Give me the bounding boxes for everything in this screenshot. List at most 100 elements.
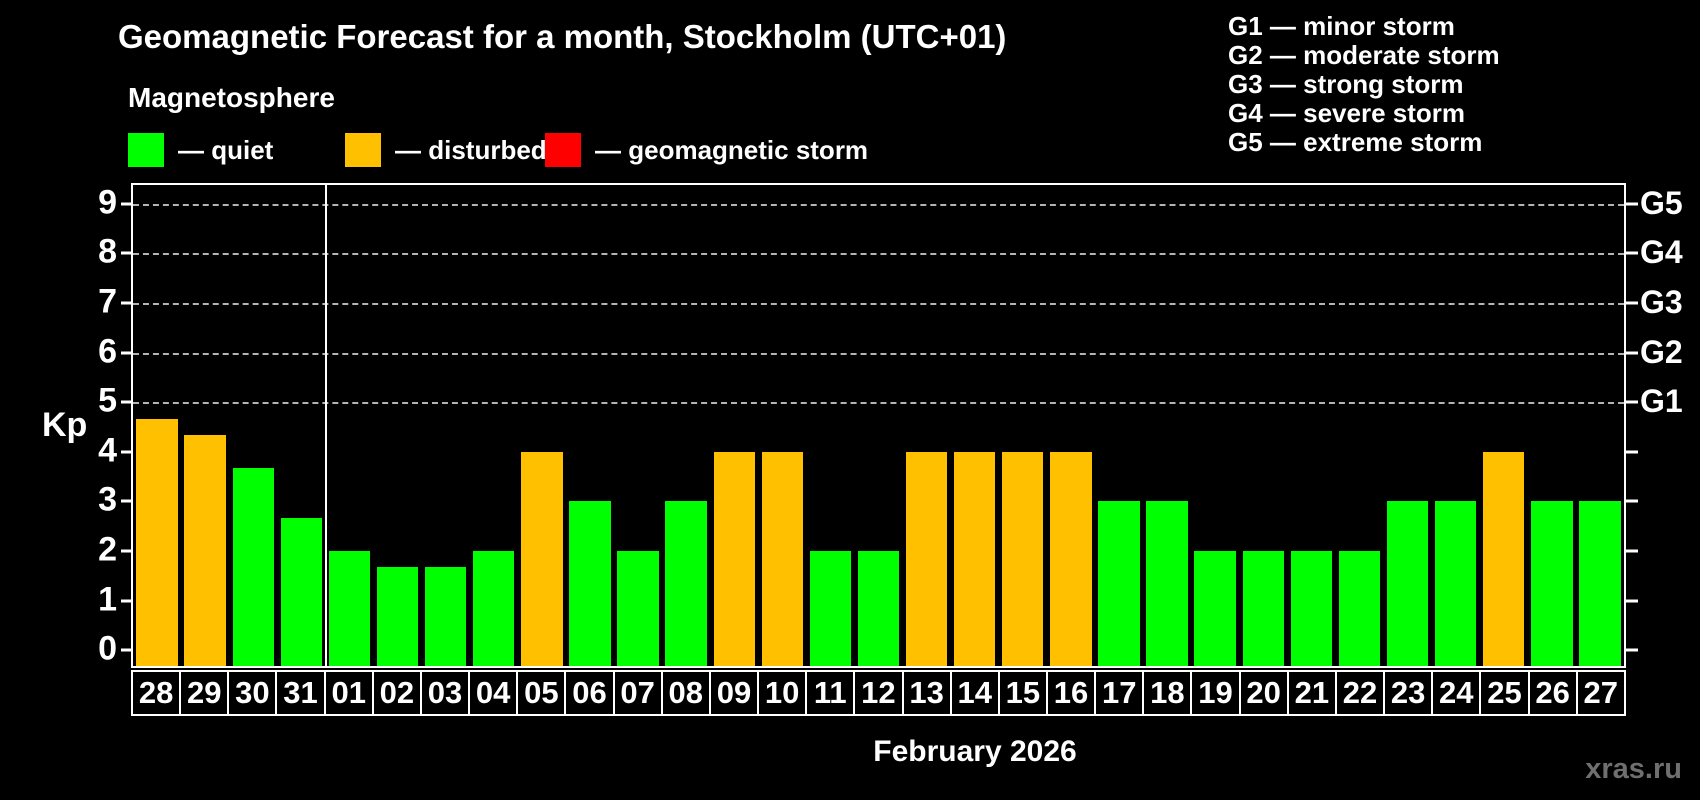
- g-level-label-G5: G5: [1640, 184, 1683, 221]
- kp-bar-day-28: [136, 418, 178, 666]
- month-separator-line: [325, 185, 328, 666]
- x-axis-day-label-01: 01: [323, 670, 374, 716]
- kp-bar-day-09: [713, 451, 755, 666]
- kp-bar-day-31: [280, 517, 323, 666]
- gridline-kp-8: [133, 253, 1624, 256]
- right-axis-tick-5: [1626, 400, 1638, 404]
- y-axis-label-8: 8: [98, 233, 117, 272]
- x-axis-day-label-04: 04: [468, 670, 519, 716]
- y-axis-tick-1: [121, 599, 131, 603]
- g-level-label-G2: G2: [1640, 333, 1683, 370]
- x-axis-day-label-21: 21: [1286, 670, 1337, 716]
- x-axis-day-label-24: 24: [1431, 670, 1482, 716]
- kp-bar-day-07: [617, 550, 659, 666]
- y-axis-tick-4: [121, 450, 131, 454]
- y-axis-label-4: 4: [98, 431, 117, 470]
- g-scale-line-4: G4 — severe storm: [1228, 98, 1466, 128]
- right-axis-tick-8: [1626, 251, 1638, 255]
- x-axis-day-label-11: 11: [805, 670, 856, 716]
- g-scale-line-2: G2 — moderate storm: [1228, 40, 1500, 70]
- x-axis-day-label-16: 16: [1045, 670, 1097, 716]
- g-scale-legend: G1 — minor storm G2 — moderate storm G3 — …: [1228, 12, 1500, 157]
- storm-color-swatch: [545, 133, 581, 167]
- right-axis-tick-0: [1626, 648, 1638, 652]
- kp-bar-day-01: [328, 550, 371, 666]
- x-axis-day-label-29: 29: [179, 670, 230, 716]
- y-axis-tick-2: [121, 549, 131, 553]
- gridline-kp-9: [133, 203, 1624, 206]
- kp-bar-day-02: [376, 567, 419, 666]
- kp-bar-day-23: [1386, 501, 1429, 666]
- x-axis-day-label-20: 20: [1238, 670, 1289, 716]
- y-axis-tick-9: [121, 202, 131, 206]
- kp-bar-day-12: [857, 550, 900, 666]
- gridline-kp-6: [133, 352, 1624, 355]
- right-axis-tick-4: [1626, 450, 1638, 454]
- right-axis-tick-6: [1626, 351, 1638, 355]
- kp-bar-day-11: [809, 550, 852, 666]
- x-axis-day-label-26: 26: [1527, 670, 1578, 716]
- x-axis-day-label-23: 23: [1383, 670, 1434, 716]
- kp-bar-day-21: [1290, 550, 1333, 666]
- chart-title: Geomagnetic Forecast for a month, Stockh…: [118, 18, 1007, 55]
- y-axis-label-2: 2: [98, 530, 117, 569]
- kp-bar-day-25: [1483, 451, 1525, 666]
- watermark: xras.ru: [1585, 753, 1682, 785]
- y-axis-label-9: 9: [98, 183, 117, 222]
- plot-area: G1 G2 G3 G4 G5 0 1 2 3 4 5 6 7 8 9: [98, 183, 1683, 668]
- g-scale-line-5: G5 — extreme storm: [1228, 127, 1483, 157]
- kp-bar-day-27: [1579, 501, 1621, 666]
- x-axis-day-label-03: 03: [419, 670, 471, 716]
- x-axis-day-label-18: 18: [1142, 670, 1193, 716]
- kp-bar-day-22: [1338, 550, 1381, 666]
- y-axis-label-0: 0: [98, 629, 117, 668]
- legend-label-disturbed: — disturbed: [395, 134, 547, 165]
- kp-bar-day-29: [184, 435, 226, 666]
- kp-bar-day-20: [1242, 550, 1284, 666]
- x-axis-title-month: February 2026: [873, 735, 1077, 768]
- x-axis-day-label-07: 07: [612, 670, 663, 716]
- kp-bar-day-10: [761, 451, 803, 666]
- kp-bar-day-03: [424, 567, 467, 666]
- x-axis-day-label-13: 13: [901, 670, 952, 716]
- y-axis-title-kp: Kp: [42, 406, 88, 444]
- right-axis-tick-2: [1626, 549, 1638, 553]
- gridline-kp-5: [133, 402, 1624, 405]
- kp-bar-day-04: [473, 550, 515, 666]
- x-axis-day-label-27: 27: [1575, 670, 1626, 716]
- x-axis-day-label-15: 15: [997, 670, 1048, 716]
- g-level-label-G4: G4: [1640, 234, 1683, 271]
- x-axis-day-label-02: 02: [371, 670, 422, 716]
- x-axis-day-label-19: 19: [1190, 670, 1241, 716]
- right-axis-tick-7: [1626, 301, 1638, 305]
- y-axis-label-1: 1: [98, 580, 117, 619]
- right-axis-tick-9: [1626, 202, 1638, 206]
- x-axis-day-label-10: 10: [757, 670, 808, 716]
- right-axis-tick-1: [1626, 599, 1638, 603]
- legend-label-quiet: — quiet: [178, 134, 274, 165]
- x-axis-day-label-06: 06: [564, 670, 615, 716]
- right-axis-tick-3: [1626, 499, 1638, 503]
- kp-bar-day-26: [1531, 501, 1573, 666]
- legend-item-geomagnetic-storm: — geomagnetic storm: [545, 131, 868, 169]
- y-axis-label-5: 5: [98, 381, 117, 420]
- chart-subtitle: Magnetosphere: [128, 82, 335, 113]
- x-axis-day-label-25: 25: [1479, 670, 1530, 716]
- kp-bar-day-08: [665, 501, 707, 666]
- y-axis-tick-6: [121, 351, 131, 355]
- y-axis-label-6: 6: [98, 332, 117, 371]
- x-axis-day-labels: 28 29 30 31 01 02 03 04 05 06 07 08 09 10 11 12 13 14 15 16…: [131, 670, 1626, 716]
- x-axis-day-label-17: 17: [1094, 670, 1145, 716]
- g-level-label-G3: G3: [1640, 283, 1683, 320]
- kp-bar-day-30: [232, 468, 274, 666]
- kp-bar-day-05: [521, 451, 563, 666]
- kp-bar-day-24: [1434, 501, 1477, 666]
- g-scale-line-1: G1 — minor storm: [1228, 11, 1455, 41]
- legend-label-geomagnetic-storm: — geomagnetic storm: [595, 134, 869, 165]
- legend-item-quiet: — quiet: [128, 131, 273, 169]
- legend-item-disturbed: — disturbed: [345, 131, 547, 169]
- kp-bar-day-18: [1146, 501, 1188, 666]
- x-axis-day-label-28: 28: [131, 670, 182, 716]
- y-axis-tick-5: [121, 400, 131, 404]
